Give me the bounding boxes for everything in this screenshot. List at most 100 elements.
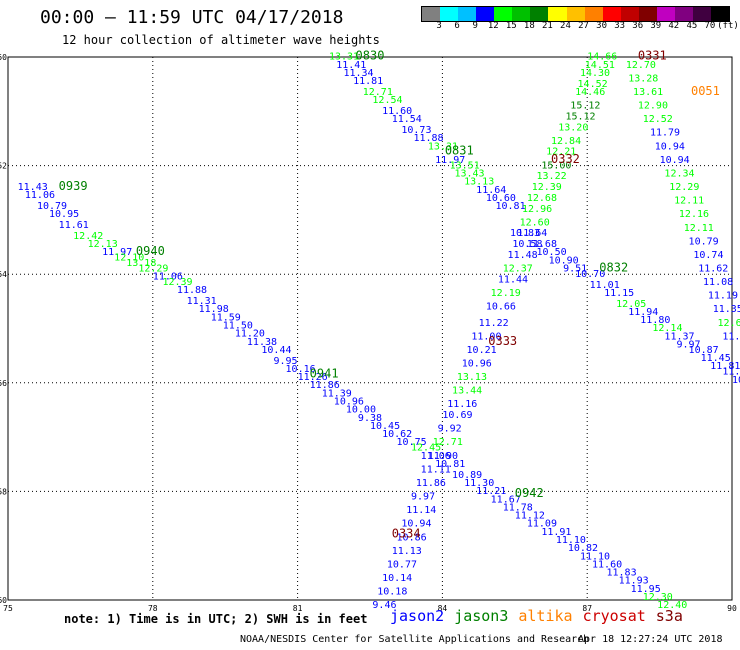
wave-height-value: 11.01 [590, 280, 620, 291]
wave-height-value: 11.22 [479, 318, 509, 329]
wave-height-value: 14.30 [580, 68, 610, 79]
wave-height-value: 11.43 [18, 182, 48, 193]
wave-height-value: 10.66 [486, 301, 516, 312]
colorbar-label: 30 [596, 21, 607, 31]
wave-height-value: 12.61 [718, 318, 740, 329]
wave-height-value: 11.11 [421, 464, 451, 475]
wave-height-value: 11.64 [517, 228, 547, 239]
x-tick-label: 84 [438, 604, 448, 613]
wave-height-value: 11.16 [447, 399, 477, 410]
wave-height-value: 12.11 [684, 223, 714, 234]
wave-height-value: 13.43 [454, 168, 484, 179]
wave-height-value: 11.10 [556, 535, 586, 546]
wave-height-value: 12.68 [527, 193, 557, 204]
wave-height-value: 9.97 [411, 492, 435, 503]
wave-height-value: 12.70 [626, 60, 656, 71]
wave-height-value: 13.18 [126, 258, 156, 269]
wave-height-value: 12.39 [162, 277, 192, 288]
satellite-legend: jason2 jason3 altika cryosat s3a [390, 607, 693, 625]
wave-height-value: 11.59 [211, 312, 241, 323]
wave-height-value: 11.20 [235, 329, 265, 340]
wave-height-value: 12.19 [491, 288, 521, 299]
wave-height-value: 11.97 [102, 247, 132, 258]
colorbar-label: (ft) [717, 21, 739, 31]
wave-height-value: 15.00 [541, 160, 571, 171]
colorbar-label: 33 [614, 21, 626, 31]
pass-time-label: 0941 [310, 366, 339, 380]
colorbar-label: 42 [668, 21, 680, 31]
wave-height-value: 10.21 [467, 345, 497, 356]
wave-height-value: 12.60 [520, 217, 550, 228]
wave-height-value: 12.21 [546, 147, 576, 158]
pass-time-label: 0332 [551, 152, 580, 166]
colorbar-label: 12 [487, 21, 499, 31]
wave-height-value: 10.50 [537, 247, 567, 258]
y-tick-label: -58 [0, 487, 7, 496]
wave-height-value: 11.06 [421, 451, 451, 462]
colorbar-swatch [548, 7, 567, 21]
wave-height-value: 11.10 [580, 551, 610, 562]
y-tick-label: -50 [0, 53, 7, 62]
wave-height-value: 11.31 [187, 296, 217, 307]
footnote: note: 1) Time is in UTC; 2) SWH is in fe… [64, 612, 368, 626]
satellite-tracks: 11.4311.0610.7910.9511.6112.4212.1311.97… [18, 49, 740, 611]
wave-height-value: 11.34 [343, 68, 373, 79]
colorbar-swatch [422, 7, 441, 21]
track-cryosat: 14.6614.5114.3014.5214.4615.1215.1213.20… [372, 49, 666, 611]
wave-height-value: 11.98 [199, 304, 229, 315]
wave-height-value: 12.84 [551, 136, 581, 147]
wave-height-value: 11.26 [298, 372, 328, 383]
wave-height-value: 11.91 [541, 527, 571, 538]
wave-height-value: 11.81 [353, 76, 383, 87]
wave-height-value: 12.90 [638, 101, 668, 112]
wave-height-value: 11.78 [503, 502, 533, 513]
wave-height-value: 10.18 [377, 587, 407, 598]
wave-height-value: 13.28 [628, 73, 658, 84]
colorbar-swatch [602, 7, 621, 21]
wave-height-value: 10.75 [397, 437, 427, 448]
wave-height-value: 10.96 [334, 397, 364, 408]
wave-height-value: 11.79 [650, 128, 680, 139]
wave-height-value: 11.14 [406, 505, 436, 516]
wave-height-value: 11.88 [177, 285, 207, 296]
wave-height-value: 11.64 [476, 185, 506, 196]
wave-height-value: 14.66 [587, 52, 617, 63]
wave-height-value: 10.73 [401, 125, 431, 136]
track-jason3: 13.3111.4111.3411.8112.7112.5411.6011.54… [329, 49, 740, 386]
colorbar-swatch [440, 7, 459, 21]
wave-height-value: 10.81 [435, 459, 465, 470]
wave-height-value: 10.82 [568, 543, 598, 554]
colorbar-swatch [458, 7, 477, 21]
wave-height-value: 14.51 [585, 60, 615, 71]
colorbar-swatch [494, 7, 513, 21]
colorbar-swatch [711, 7, 730, 21]
y-tick-label: -60 [0, 596, 7, 605]
wave-height-value: 10.77 [387, 559, 417, 570]
colorbar-label: 24 [560, 21, 571, 31]
pass-time-label: 0832 [599, 260, 628, 274]
wave-height-value: 13.13 [464, 177, 494, 188]
track-altika: 12.70 13.28 13.61 12.90 12.52 11.79 10.94 10.94… [626, 60, 740, 342]
map-grid [7, 56, 733, 601]
wave-height-value: 9.92 [438, 424, 462, 435]
wave-height-value: 11.09 [527, 519, 557, 530]
wave-height-value: 10.83 [510, 228, 540, 239]
pass-time-label: 0940 [136, 244, 165, 258]
wave-height-value: 10.94 [660, 155, 690, 166]
wave-height-value: 13.51 [450, 160, 480, 171]
track-jason3: 11.4311.0610.7910.9511.6112.4212.1311.97… [18, 179, 688, 611]
wave-height-value: 10.96 [462, 359, 492, 370]
wave-height-value: 10 [732, 375, 740, 386]
wave-height-value: 10.86 [397, 532, 427, 543]
wave-height-value: 13.22 [537, 171, 567, 182]
wave-height-value: 11.60 [592, 559, 622, 570]
colorbar-label: 39 [650, 21, 662, 31]
legend-cryosat: cryosat [582, 607, 646, 625]
axis-ticks: 75 78 81 84 87 90 -50 -52 -54 -56 -58 -60 [0, 53, 737, 613]
wave-height-value: 10.69 [442, 410, 472, 421]
wave-height-value: 12.05 [616, 299, 646, 310]
wave-height-value: 10.90 [549, 255, 579, 266]
colorbar-swatch [692, 7, 711, 21]
wave-height-value: 10.79 [37, 201, 67, 212]
